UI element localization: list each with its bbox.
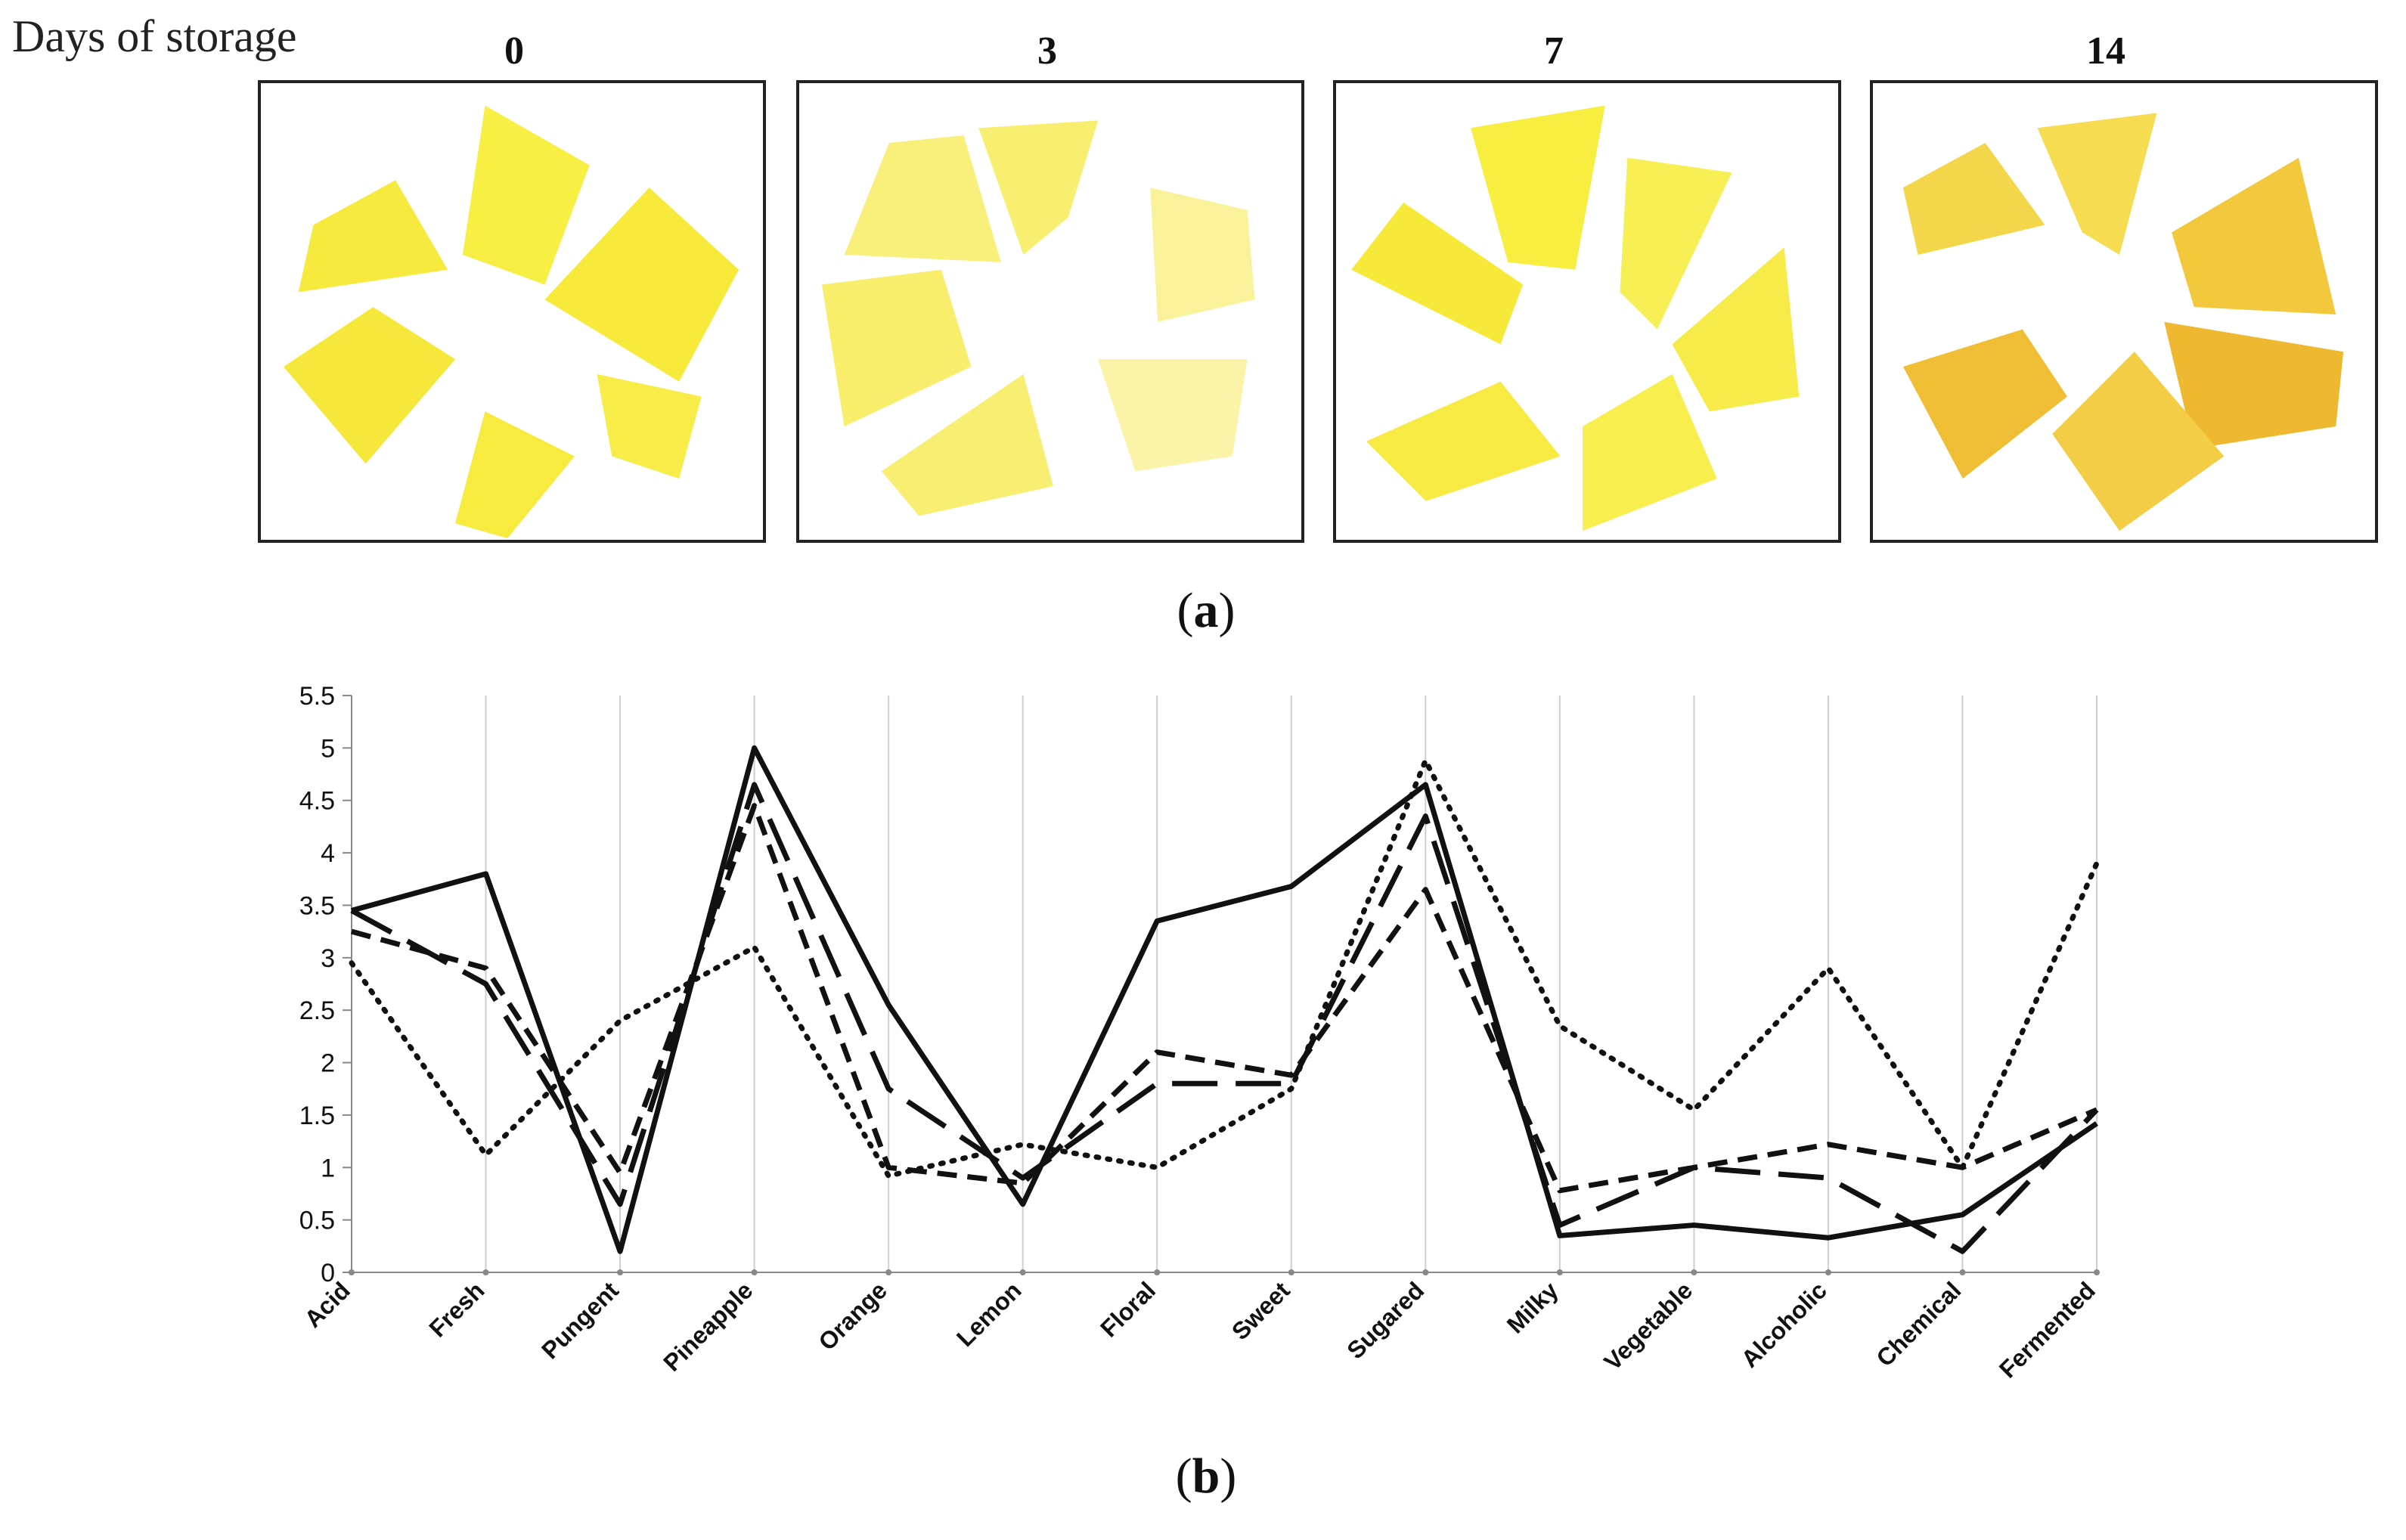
x-tick-label-vegetable: Vegetable: [1598, 1276, 1698, 1375]
x-tick-labels: Acid Fresh Pungent Pineapple Orange Lemon Flor…: [299, 1276, 2100, 1383]
x-tick-mark: [482, 1269, 489, 1275]
x-tick-mark: [1019, 1269, 1026, 1275]
series-line-2-dashed: [351, 803, 2098, 1194]
flavor-profile-line-chart: 0 0.5 1 1.5 2 2.5 3 3.5 4 4.5 5 5.5 Acid Fresh Pungen…: [299, 682, 2100, 1384]
x-tick-mark: [1825, 1269, 1831, 1275]
x-tick-mark: [1556, 1269, 1563, 1275]
days-of-storage-label: Days of storage: [12, 11, 297, 61]
day-label-14: 14: [2086, 29, 2125, 73]
chart-series: [349, 745, 2100, 1254]
y-tick-label: 0.5: [299, 1207, 335, 1235]
x-tick-label-orange: Orange: [813, 1276, 892, 1356]
chart-gridlines: [485, 696, 2097, 1272]
y-tick-label: 1: [321, 1154, 335, 1182]
series-line-1-solid: [351, 745, 2098, 1254]
x-tick-label-fresh: Fresh: [423, 1276, 489, 1342]
pineapple-photo-day-7: [1333, 80, 1841, 543]
day-label-3: 3: [1037, 29, 1057, 73]
x-tick-label-pineapple: Pineapple: [658, 1276, 758, 1376]
x-tick-label-alcoholic: Alcoholic: [1736, 1276, 1832, 1372]
x-tick-mark: [1154, 1269, 1161, 1275]
x-tick-mark: [1422, 1269, 1429, 1275]
y-tick-label: 3.5: [299, 891, 335, 920]
panel-b-label: (b): [1175, 1449, 1237, 1504]
x-tick-mark: [751, 1269, 758, 1275]
pineapple-photo-day-3: [796, 80, 1304, 543]
pineapple-photo-day-14: [1870, 80, 2378, 543]
x-tick-mark: [1691, 1269, 1698, 1275]
x-tick-mark: [1959, 1269, 1966, 1275]
x-tick-mark: [349, 1269, 355, 1275]
chart-axes: [343, 695, 2100, 1275]
y-tick-labels: 0 0.5 1 1.5 2 2.5 3 3.5 4 4.5 5 5.5: [299, 682, 335, 1287]
y-tick-label: 1.5: [299, 1102, 335, 1130]
day-label-7: 7: [1544, 29, 1564, 73]
day-label-0: 0: [504, 29, 524, 73]
y-tick-label: 4.5: [299, 787, 335, 816]
series-line-4-dotted: [349, 758, 2100, 1179]
series-line-3-longdash: [350, 782, 2099, 1254]
x-tick-label-sugared: Sugared: [1341, 1276, 1429, 1364]
x-tick-mark: [617, 1269, 624, 1275]
y-tick-label: 5.5: [299, 682, 335, 711]
pineapple-photo-day-0: [258, 80, 766, 543]
x-tick-label-lemon: Lemon: [951, 1276, 1027, 1352]
y-tick-label: 0: [321, 1259, 335, 1287]
x-tick-mark: [1288, 1269, 1294, 1275]
x-tick-label-pungent: Pungent: [536, 1276, 624, 1364]
y-tick-label: 2: [321, 1049, 335, 1078]
panel-a-label: (a): [1177, 583, 1236, 638]
y-tick-label: 4: [321, 839, 335, 868]
x-tick-label-acid: Acid: [299, 1276, 355, 1332]
x-tick-label-chemical: Chemical: [1871, 1276, 1966, 1371]
x-tick-label-milky: Milky: [1502, 1276, 1564, 1338]
x-tick-label-floral: Floral: [1095, 1276, 1161, 1342]
y-tick-label: 2.5: [299, 996, 335, 1025]
y-tick-label: 5: [321, 734, 335, 763]
y-tick-label: 3: [321, 944, 335, 973]
x-tick-label-fermented: Fermented: [1994, 1276, 2101, 1383]
x-tick-mark: [885, 1269, 892, 1275]
x-tick-mark: [2094, 1269, 2100, 1275]
x-tick-label-sweet: Sweet: [1226, 1276, 1295, 1345]
